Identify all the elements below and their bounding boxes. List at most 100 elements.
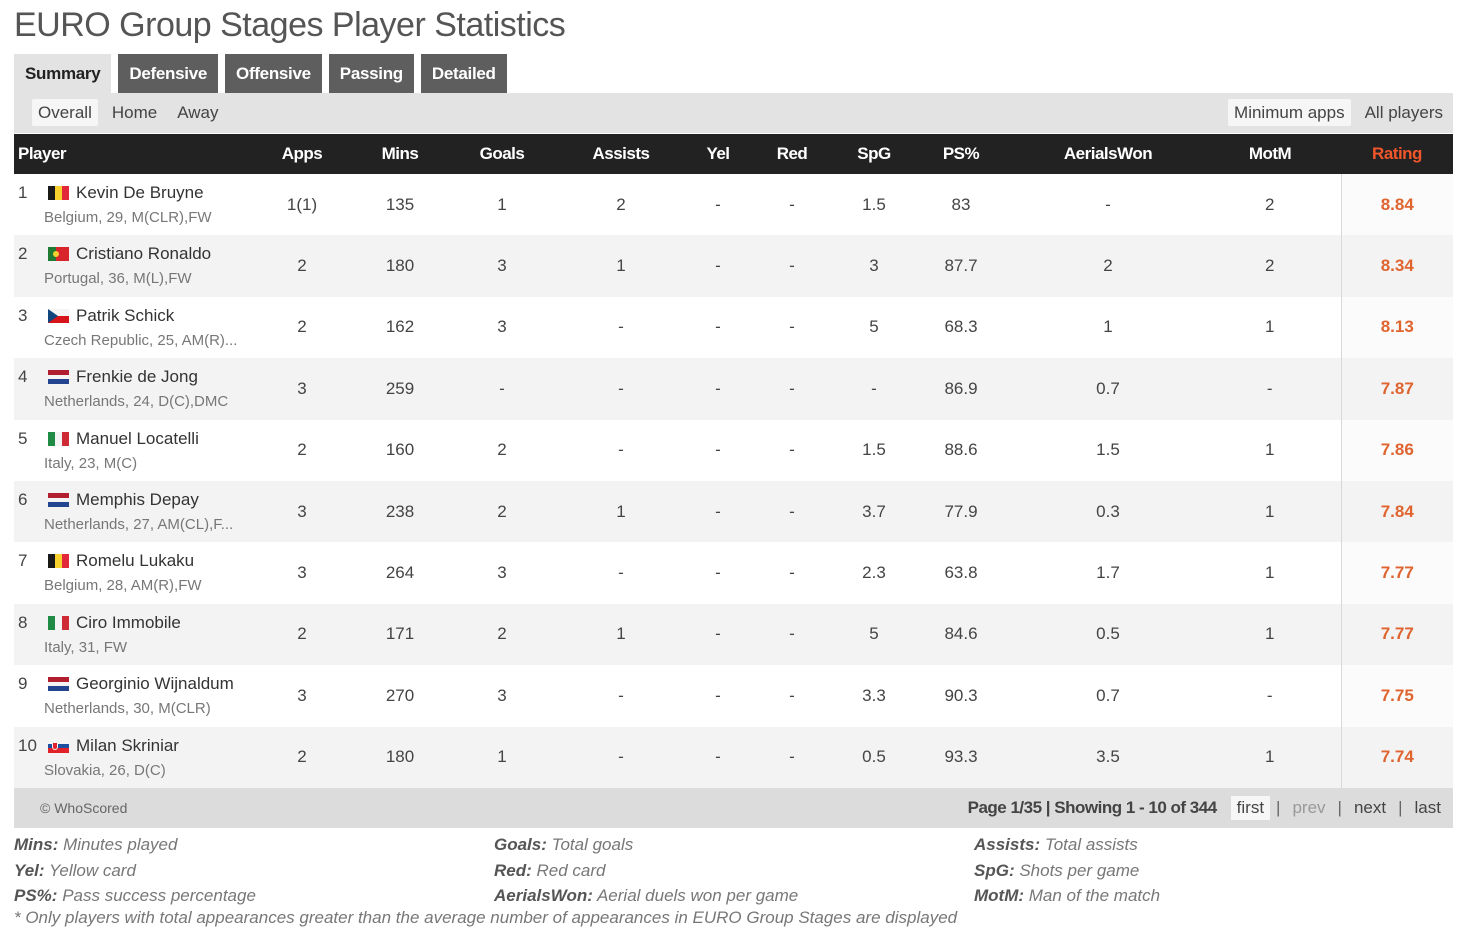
player-cell: 3 Patrik Schick Czech Republic, 25, AM(R).… (14, 296, 261, 359)
player-name-link[interactable]: Patrik Schick (76, 305, 175, 325)
tab-offensive[interactable]: Offensive (225, 54, 322, 93)
stat-rating: 7.87 (1340, 358, 1453, 420)
tab-detailed[interactable]: Detailed (420, 54, 507, 93)
stat-yel: - (695, 296, 741, 359)
header-apps[interactable]: Apps (261, 134, 343, 174)
header-assists[interactable]: Assists (547, 134, 695, 174)
prev-page-link[interactable]: prev (1292, 798, 1326, 817)
rank-number: 9 (18, 674, 28, 694)
stat-goals: 3 (457, 296, 547, 359)
filter-home[interactable]: Home (111, 102, 158, 122)
header-spg[interactable]: SpG (843, 134, 905, 174)
stat-apps: 2 (261, 419, 343, 481)
stat-ps-percent: 93.3 (905, 726, 1017, 788)
stat-assists: 1 (547, 480, 695, 543)
stat-assists: - (547, 419, 695, 481)
rank-number: 6 (18, 489, 28, 509)
slovakia-flag-icon (48, 738, 69, 753)
stat-ps-percent: 86.9 (905, 358, 1017, 420)
stat-apps: 2 (261, 726, 343, 788)
player-name-link[interactable]: Frenkie de Jong (76, 367, 198, 387)
stat-apps: 2 (261, 603, 343, 666)
rank-number: 8 (18, 612, 28, 632)
filter-all-players[interactable]: All players (1364, 102, 1443, 122)
legend-item: Yel: Yellow card (14, 860, 136, 880)
player-name-link[interactable]: Ciro Immobile (76, 612, 181, 632)
filter-away[interactable]: Away (177, 102, 219, 122)
header-ps-percent[interactable]: PS% (905, 134, 1017, 174)
table-row: 2 Cristiano Ronaldo Portugal, 36, M(L),FW 2… (14, 235, 1453, 297)
last-page-link[interactable]: last (1414, 798, 1441, 817)
stat-assists: - (547, 358, 695, 420)
stat-aerials-won: 0.5 (1017, 603, 1199, 666)
table-row: 3 Patrik Schick Czech Republic, 25, AM(R).… (14, 296, 1453, 359)
player-name-link[interactable]: Georginio Wijnaldum (76, 674, 234, 694)
stat-assists: 1 (547, 603, 695, 666)
rank-number: 10 (18, 735, 37, 755)
stat-red: - (741, 174, 843, 236)
stat-spg: 3 (843, 235, 905, 297)
player-name-link[interactable]: Kevin De Bruyne (76, 183, 204, 202)
first-page-link[interactable]: first (1230, 796, 1271, 820)
stat-red: - (741, 296, 843, 359)
player-name-link[interactable]: Manuel Locatelli (76, 428, 199, 448)
stat-aerials-won: 0.7 (1017, 665, 1199, 727)
stat-mins: 270 (343, 665, 457, 727)
stat-ps-percent: 88.6 (905, 419, 1017, 481)
player-meta: Czech Republic, 25, AM(R)... (44, 331, 238, 349)
rank-number: 1 (18, 183, 28, 202)
filter-overall[interactable]: Overall (32, 99, 98, 126)
player-cell: 6 Memphis Depay Netherlands, 27, AM(CL),F.… (14, 480, 261, 543)
stat-rating: 7.84 (1340, 480, 1453, 543)
header-rating[interactable]: Rating (1341, 134, 1453, 174)
stat-apps: 3 (261, 542, 343, 604)
header-yel[interactable]: Yel (695, 134, 741, 174)
italy-flag-icon (48, 431, 69, 446)
legend-item: PS%: Pass success percentage (14, 886, 256, 905)
player-cell: 9 Georginio Wijnaldum Netherlands, 30, M(C… (14, 665, 261, 727)
header-motm[interactable]: MotM (1199, 134, 1341, 174)
stat-mins: 180 (343, 235, 457, 297)
tab-defensive[interactable]: Defensive (118, 54, 219, 93)
player-name-link[interactable]: Cristiano Ronaldo (76, 244, 212, 264)
stat-rating: 7.77 (1340, 603, 1453, 666)
stat-goals: 3 (457, 235, 547, 297)
rank-number: 4 (18, 367, 28, 387)
stat-red: - (741, 726, 843, 788)
stat-red: - (741, 665, 843, 727)
rank-number: 2 (18, 244, 28, 264)
legend-item: MotM: Man of the match (974, 886, 1161, 905)
stat-aerials-won: 1.5 (1017, 419, 1199, 481)
next-page-link[interactable]: next (1353, 798, 1387, 817)
netherlands-flag-icon (48, 492, 69, 507)
stat-yel: - (695, 419, 741, 481)
stat-yel: - (695, 665, 741, 727)
stat-apps: 3 (261, 665, 343, 727)
player-name-link[interactable]: Romelu Lukaku (76, 551, 195, 571)
header-aerials-won[interactable]: AerialsWon (1017, 134, 1199, 174)
stat-mins: 238 (343, 480, 457, 543)
legend-item: Goals: Total goals (494, 835, 634, 854)
player-name-link[interactable]: Memphis Depay (76, 489, 199, 509)
header-red[interactable]: Red (741, 134, 843, 174)
player-meta: Netherlands, 30, M(CLR) (44, 700, 211, 718)
header-mins[interactable]: Mins (343, 134, 457, 174)
stat-aerials-won: 3.5 (1017, 726, 1199, 788)
stat-goals: 1 (457, 726, 547, 788)
header-goals[interactable]: Goals (457, 134, 547, 174)
stat-motm: 1 (1199, 603, 1341, 666)
stat-yel: - (695, 542, 741, 604)
header-player[interactable]: Player (14, 134, 261, 174)
stat-mins: 160 (343, 419, 457, 481)
tab-passing[interactable]: Passing (328, 54, 414, 93)
table-row: 4 Frenkie de Jong Netherlands, 24, D(C),DM… (14, 358, 1453, 420)
legend-item: SpG: Shots per game (974, 860, 1140, 880)
stat-ps-percent: 63.8 (905, 542, 1017, 604)
tab-summary[interactable]: Summary (14, 54, 112, 93)
player-name-link[interactable]: Milan Skriniar (76, 735, 179, 755)
stat-rating: 8.34 (1340, 235, 1453, 297)
player-meta: Belgium, 29, M(CLR),FW (44, 209, 212, 226)
stat-aerials-won: 0.7 (1017, 358, 1199, 420)
filter-minimum-apps[interactable]: Minimum apps (1228, 99, 1351, 126)
stat-ps-percent: 90.3 (905, 665, 1017, 727)
